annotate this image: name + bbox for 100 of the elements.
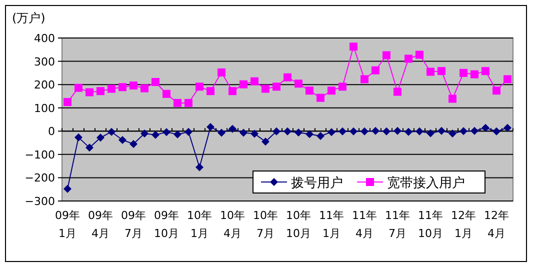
point [316, 94, 324, 102]
point [448, 129, 456, 138]
point [338, 82, 346, 91]
point [218, 68, 226, 76]
x-tick-label: 11年 7月 [385, 209, 410, 240]
point [74, 84, 82, 92]
point [328, 86, 336, 95]
point [240, 80, 248, 88]
point [382, 127, 390, 136]
point [470, 70, 478, 78]
x-tick-label: 11年 4月 [352, 209, 377, 240]
point [272, 82, 280, 91]
point [74, 133, 82, 142]
point [426, 129, 434, 138]
point [426, 68, 434, 76]
point [228, 87, 236, 96]
point [438, 126, 446, 135]
point [262, 84, 270, 93]
y-tick-label: 400 [34, 32, 55, 45]
y-tick-label: −100 [24, 148, 55, 162]
x-tick-label: 10年 1月 [187, 209, 212, 240]
point [306, 86, 314, 95]
point [108, 128, 116, 136]
point [196, 163, 204, 172]
x-tick-label: 09年 4月 [88, 209, 113, 240]
x-tick-label: 12年 4月 [484, 209, 509, 240]
point [492, 86, 500, 95]
point [404, 128, 412, 136]
x-tick-label: 10年 4月 [220, 209, 245, 240]
point [228, 124, 236, 133]
x-tick-label: 09年 10月 [154, 209, 179, 240]
y-tick-label: −300 [24, 195, 55, 208]
point [250, 77, 258, 86]
point [306, 130, 314, 138]
point [152, 130, 160, 139]
point [96, 87, 104, 96]
point [140, 84, 148, 92]
point [482, 124, 490, 132]
point [118, 136, 126, 144]
point [504, 75, 512, 84]
point [196, 82, 204, 91]
x-tick-label: 10年 10月 [286, 209, 311, 240]
point [218, 128, 226, 137]
point [438, 67, 446, 76]
y-tick-label: 100 [34, 102, 55, 115]
point [64, 184, 72, 193]
point [284, 73, 292, 82]
y-tick-label: 200 [34, 78, 55, 92]
point [140, 129, 148, 138]
point [360, 127, 368, 136]
point [316, 132, 324, 140]
point [86, 144, 94, 152]
y-axis-title: (万户) [12, 11, 46, 25]
point [64, 98, 72, 106]
point [482, 67, 490, 76]
point [382, 51, 390, 60]
legend-label: 拨号用户 [291, 176, 343, 191]
point [240, 128, 248, 137]
point [162, 128, 170, 136]
y-tick-label: −200 [24, 172, 55, 185]
x-tick-label: 09年 1月 [55, 209, 80, 240]
point [338, 127, 346, 136]
point [416, 127, 424, 136]
point [394, 126, 402, 135]
x-tick-label: 12年 1月 [451, 209, 476, 240]
point [448, 94, 456, 103]
point [174, 130, 182, 138]
point [372, 126, 380, 135]
point [294, 80, 302, 88]
point [250, 130, 258, 138]
point [206, 87, 214, 96]
point [328, 128, 336, 136]
point [130, 140, 138, 148]
point [272, 127, 280, 136]
x-tick-label: 10年 7月 [253, 209, 278, 240]
x-tick-label: 09年 7月 [121, 209, 146, 240]
point [460, 127, 468, 136]
y-tick-label: 0 [48, 125, 55, 138]
x-tick-label: 11年 10月 [418, 209, 443, 240]
point [394, 88, 402, 96]
point [184, 98, 192, 107]
x-tick-label: 11年 1月 [319, 209, 344, 240]
point [492, 127, 500, 136]
point [162, 90, 170, 98]
point [262, 138, 270, 146]
point [206, 122, 214, 131]
point [360, 75, 368, 84]
point [96, 134, 104, 142]
point [174, 98, 182, 107]
point [130, 82, 138, 90]
point [86, 88, 94, 96]
point [460, 68, 468, 77]
point [152, 78, 160, 86]
point [350, 127, 358, 136]
point [416, 50, 424, 59]
point [372, 66, 380, 74]
point [294, 128, 302, 137]
point [284, 127, 292, 136]
point [470, 126, 478, 135]
point [118, 83, 126, 92]
